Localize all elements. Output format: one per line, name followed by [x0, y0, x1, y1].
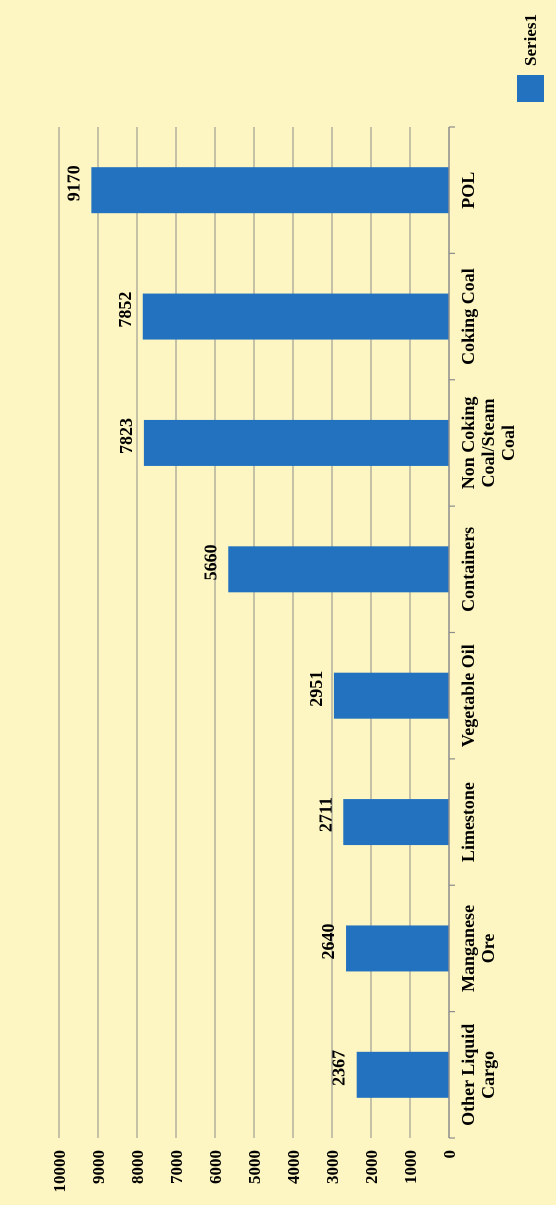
y-tick-label: 10000 [50, 1150, 69, 1193]
y-tick-labels: 0 1000 2000 3000 4000 5000 6000 7000 8000 9000 100… [50, 1150, 459, 1193]
data-labels: 2367 2640 2711 2951 5660 7823 7852 9170 [63, 165, 348, 1086]
category-labels: Other Liquid Cargo Manganese Ore Limestone Ve… [458, 172, 518, 1126]
y-tick-label: 0 [440, 1150, 459, 1159]
bar [333, 672, 449, 719]
category-label: Vegetable Oil [458, 644, 478, 747]
legend: Series1 [517, 14, 544, 102]
data-label: 2951 [306, 671, 326, 707]
bar [346, 925, 449, 972]
category-label: Ore [478, 934, 498, 964]
category-label: Manganese [458, 905, 478, 992]
bar [356, 1051, 449, 1098]
category-label: Containers [458, 527, 478, 612]
data-label: 2711 [315, 797, 335, 832]
y-tick-label: 7000 [167, 1150, 186, 1184]
bar [143, 419, 449, 466]
data-label: 2640 [318, 923, 338, 959]
data-label: 9170 [63, 165, 83, 201]
bars [91, 167, 450, 1098]
y-tick-label: 1000 [401, 1150, 420, 1184]
category-label: Non Coking [458, 397, 478, 490]
legend-label: Series1 [521, 14, 540, 66]
y-tick-label: 6000 [206, 1150, 225, 1184]
category-label: Coking Coal [458, 268, 478, 365]
y-tick-label: 4000 [284, 1150, 303, 1184]
category-label: Coal/Steam [478, 398, 498, 487]
category-label: POL [458, 172, 478, 209]
data-label: 5660 [200, 544, 220, 580]
category-label: Cargo [478, 1051, 498, 1099]
bar [142, 293, 449, 340]
axes [448, 126, 455, 1139]
y-tick-label: 2000 [362, 1150, 381, 1184]
data-label: 7823 [116, 418, 136, 454]
y-tick-label: 5000 [245, 1150, 264, 1184]
y-tick-label: 9000 [89, 1150, 108, 1184]
data-label: 2367 [329, 1050, 349, 1086]
y-tick-label: 3000 [323, 1150, 342, 1184]
bar [343, 799, 449, 846]
data-label: 7852 [115, 292, 135, 328]
category-label: Other Liquid [458, 1024, 478, 1126]
bar [91, 167, 450, 214]
y-tick-label: 8000 [128, 1150, 147, 1184]
legend-swatch [517, 75, 544, 102]
bar [228, 546, 449, 593]
category-label: Coal [498, 425, 518, 461]
category-label: Limestone [458, 782, 478, 862]
